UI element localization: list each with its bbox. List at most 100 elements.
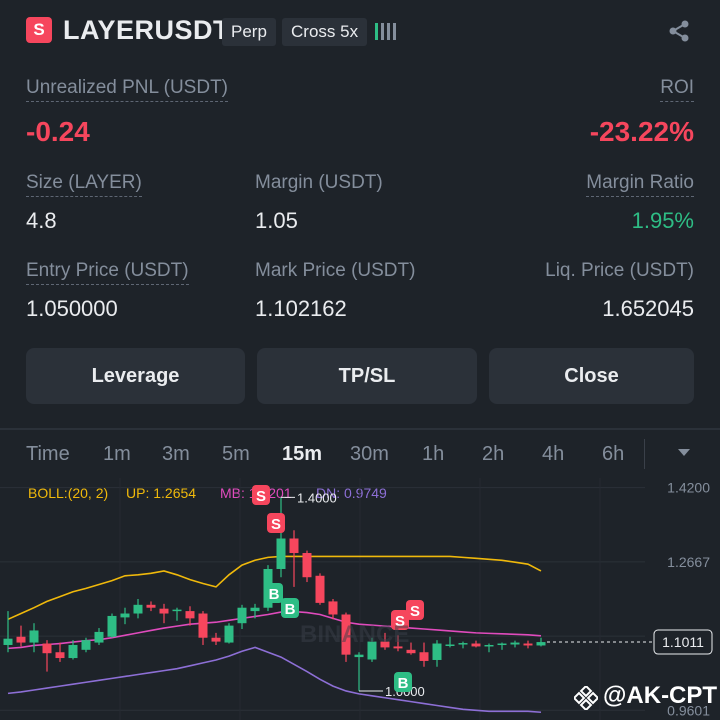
leverage-button[interactable]: Leverage (26, 348, 245, 404)
sell-marker (252, 485, 270, 505)
candle-body (367, 641, 377, 660)
margin-ratio-value: 1.95% (631, 208, 694, 233)
candle-body (536, 642, 546, 646)
candle-body (302, 553, 312, 578)
y-axis-label: 1.4200 (667, 480, 710, 496)
sell-marker (391, 610, 409, 630)
boll-lower-line (7, 646, 542, 714)
tpsl-button[interactable]: TP/SL (257, 348, 477, 404)
exchange-watermark: BINANCE (300, 621, 409, 648)
candle-body (211, 637, 221, 642)
chevron-down-icon[interactable] (678, 449, 690, 456)
candle-body (510, 642, 520, 645)
candle-body (458, 643, 468, 645)
tab-3m[interactable]: 3m (162, 443, 190, 465)
candle-body (94, 631, 104, 643)
candle-body (419, 652, 429, 661)
tab-1h[interactable]: 1h (422, 443, 445, 465)
candle-body (107, 615, 117, 637)
section-divider (0, 428, 720, 430)
boll-up: UP: 1.2654 (126, 485, 197, 501)
candle-body (16, 636, 26, 643)
y-axis-label: 1.2667 (667, 554, 710, 570)
candle-body (185, 611, 195, 619)
side-badge: S (26, 17, 52, 43)
roi-value: -23.22% (589, 116, 694, 147)
current-price-label: 1.1011 (662, 634, 704, 650)
candle-body (497, 643, 507, 646)
marker-label: S (395, 613, 405, 630)
candle-body (328, 601, 338, 615)
candle-body (81, 640, 91, 650)
entry-price-value: 1.050000 (26, 296, 118, 321)
mark-price-label: Mark Price (USDT) (255, 260, 416, 281)
close-button[interactable]: Close (489, 348, 694, 404)
candle-body (250, 607, 260, 612)
candle-body (3, 638, 13, 645)
timeframe-separator (644, 439, 645, 469)
size-value: 4.8 (26, 208, 57, 233)
buy-marker (265, 583, 283, 603)
boll-name: BOLL:(20, 2) (28, 485, 109, 501)
candle-body (445, 644, 455, 646)
marker-label: B (285, 601, 296, 618)
tab-1m[interactable]: 1m (103, 443, 131, 465)
candle-body (484, 644, 494, 647)
candle-body (159, 608, 169, 614)
roi-label[interactable]: ROI (660, 77, 694, 102)
candle-body (471, 643, 481, 647)
tab-4h[interactable]: 4h (542, 443, 565, 465)
contract-type-chip: Perp (222, 18, 276, 46)
margin-ratio-label[interactable]: Margin Ratio (586, 172, 694, 197)
header: S LAYERUSDT Perp Cross 5x (0, 0, 720, 64)
current-price-tag (653, 629, 713, 655)
high-label: 1.4000 (297, 490, 337, 505)
watermark-handle: @AK-CPT (603, 682, 718, 709)
binance-logo-icon (574, 686, 598, 710)
candlestick-chart[interactable]: 1.42001.26671.11340.96011.40001.0000SSBB… (0, 478, 720, 720)
buy-marker (394, 672, 412, 692)
margin-label: Margin (USDT) (255, 172, 383, 193)
entry-price-label[interactable]: Entry Price (USDT) (26, 260, 189, 285)
candle-body (354, 654, 364, 658)
candle-body (146, 604, 156, 608)
candle-body (120, 613, 130, 618)
candle-body (315, 575, 325, 603)
marker-label: B (269, 586, 280, 603)
marker-label: S (271, 516, 281, 533)
size-label[interactable]: Size (LAYER) (26, 172, 142, 197)
candle-body (432, 643, 442, 660)
candle-body (289, 538, 299, 554)
candle-body (237, 607, 247, 624)
marker-label: S (410, 603, 420, 620)
margin-mode-chip[interactable]: Cross 5x (282, 18, 368, 46)
tab-6h[interactable]: 6h (602, 443, 625, 465)
boll-upper-line (7, 555, 542, 621)
signal-bars-icon (375, 22, 399, 40)
sell-marker (406, 600, 424, 620)
marker-label: B (398, 675, 409, 692)
candle-body (523, 643, 533, 646)
candle-body (393, 646, 403, 649)
mark-price-value: 1.102162 (255, 296, 347, 321)
share-icon[interactable] (666, 18, 692, 44)
candle-body (224, 625, 234, 643)
pnl-value: -0.24 (26, 116, 90, 147)
tab-2h[interactable]: 2h (482, 443, 505, 465)
y-axis-label: 0.9601 (667, 702, 710, 718)
pnl-label[interactable]: Unrealized PNL (USDT) (26, 77, 229, 102)
tab-30m[interactable]: 30m (350, 443, 389, 465)
tab-15m[interactable]: 15m (282, 443, 323, 465)
candle-body (406, 649, 416, 654)
symbol-title[interactable]: LAYERUSDT (63, 15, 231, 45)
boll-dn: DN: 0.9749 (316, 485, 387, 501)
candle-body (42, 643, 52, 654)
tab-5m[interactable]: 5m (222, 443, 250, 465)
liq-price-value: 1.652045 (602, 296, 694, 321)
candle-body (55, 652, 65, 659)
tab-time[interactable]: Time (26, 443, 70, 465)
candle-body (29, 630, 39, 643)
margin-value: 1.05 (255, 208, 298, 233)
buy-marker (281, 598, 299, 618)
candle-body (198, 613, 208, 638)
